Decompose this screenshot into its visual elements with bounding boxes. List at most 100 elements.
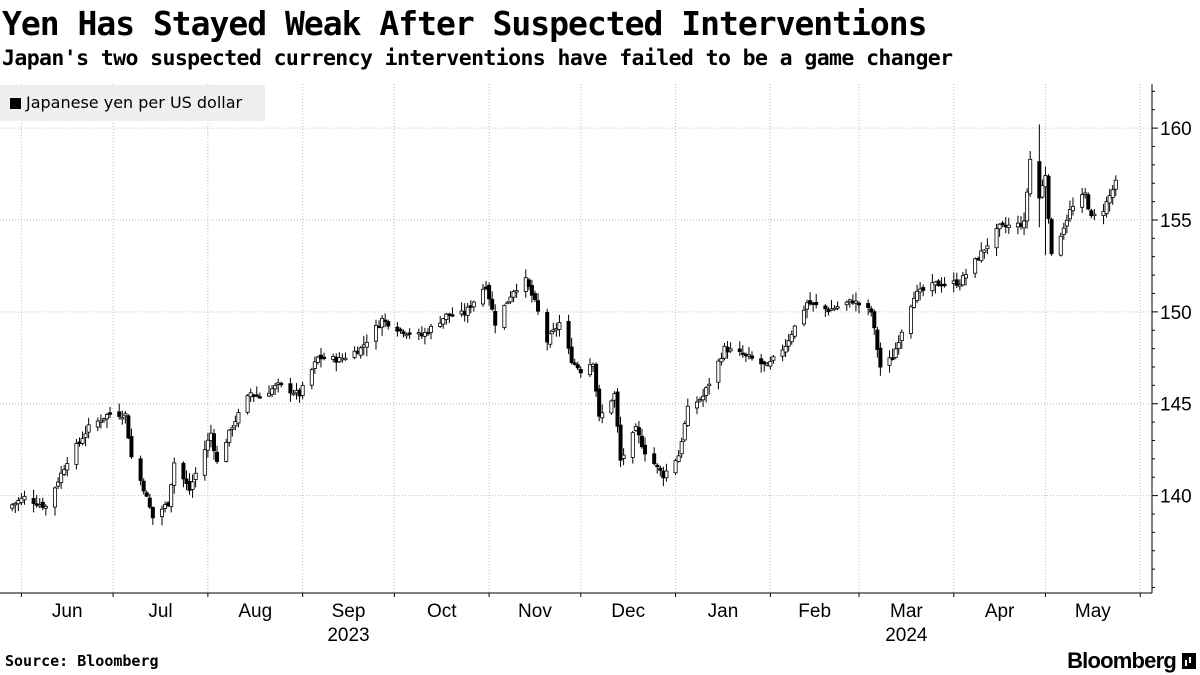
candle-body xyxy=(792,325,797,337)
candle-body xyxy=(682,423,687,441)
brand-logo: Bloomberg xyxy=(1067,648,1196,674)
candle-body xyxy=(869,308,874,313)
candle-body xyxy=(973,258,978,274)
candle-body xyxy=(823,305,828,310)
candle-body xyxy=(279,382,284,386)
chart-subtitle: Japan's two suspected currency intervent… xyxy=(2,46,953,71)
candle-body xyxy=(832,307,837,311)
candle-body xyxy=(120,417,125,420)
candle-body xyxy=(233,421,238,427)
candle-body xyxy=(181,462,186,480)
candle-body xyxy=(352,350,357,358)
candle-body xyxy=(737,348,742,352)
candle-body xyxy=(636,427,641,436)
candle-body xyxy=(1089,210,1094,217)
candle-body xyxy=(117,411,122,417)
x-tick-label: Nov xyxy=(518,601,552,622)
candle-body xyxy=(169,484,174,507)
candle-body xyxy=(480,288,485,305)
candle-body xyxy=(676,455,681,463)
candle-body xyxy=(1046,175,1051,219)
candle-body xyxy=(630,432,635,458)
candle-body xyxy=(288,383,293,394)
candle-body xyxy=(398,328,403,332)
candles xyxy=(10,124,1118,526)
candle-body xyxy=(511,290,516,298)
candle-body xyxy=(505,301,510,305)
candle-body xyxy=(878,347,883,368)
candle-body xyxy=(10,504,15,509)
x-tick-label: Aug xyxy=(238,601,272,622)
candle-body xyxy=(982,249,987,253)
candle-body xyxy=(532,293,537,301)
y-tick-label: 145 xyxy=(1160,395,1192,416)
brand-name: Bloomberg xyxy=(1067,648,1177,673)
x-year-label: 2023 xyxy=(327,625,369,646)
candle-body xyxy=(762,361,767,365)
candle-body xyxy=(62,469,67,475)
chart-title: Yen Has Stayed Weak After Suspected Inte… xyxy=(2,4,928,43)
candle-body xyxy=(291,392,296,396)
source-note: Source: Bloomberg xyxy=(5,652,159,670)
candle-body xyxy=(578,369,583,374)
candle-body xyxy=(1070,206,1075,212)
candle-body xyxy=(315,356,320,363)
candle-body xyxy=(1006,224,1011,228)
candle-body xyxy=(908,306,913,334)
candle-body xyxy=(1104,201,1109,215)
candle-body xyxy=(364,341,369,348)
x-tick-label: Sep xyxy=(332,601,366,622)
candle-body xyxy=(1040,184,1045,198)
candle-body xyxy=(835,306,840,309)
legend-label: Japanese yen per US dollar xyxy=(26,93,243,112)
candle-body xyxy=(19,497,24,503)
candle-body xyxy=(575,364,580,369)
candle-body xyxy=(921,287,926,291)
candle-body xyxy=(101,418,106,421)
candle-body xyxy=(22,495,27,501)
candle-body xyxy=(985,245,990,250)
candle-body xyxy=(1058,235,1063,256)
candle-body xyxy=(493,310,498,326)
candle-body xyxy=(508,296,513,303)
grid-lines xyxy=(0,84,1152,593)
candle-body xyxy=(236,412,241,424)
candle-body xyxy=(358,347,363,356)
y-tick-label: 140 xyxy=(1160,487,1192,508)
candle-body xyxy=(1049,219,1054,255)
candle-body xyxy=(899,331,904,341)
candle-body xyxy=(40,501,45,508)
candle-body xyxy=(719,358,724,363)
x-tick-label: Feb xyxy=(798,601,831,622)
candle-body xyxy=(548,333,553,345)
candle-body xyxy=(673,460,678,474)
candle-body xyxy=(190,481,195,490)
candle-body xyxy=(805,302,810,310)
candle-body xyxy=(912,298,917,308)
candle-body xyxy=(930,282,935,292)
candle-body xyxy=(587,364,592,376)
candle-body xyxy=(160,508,165,518)
candle-body xyxy=(312,361,317,369)
candle-body xyxy=(138,458,143,481)
candle-body xyxy=(471,301,476,308)
candle-body xyxy=(783,345,788,353)
candle-body xyxy=(126,415,131,439)
candle-body xyxy=(401,331,406,335)
x-tick-label: Jul xyxy=(148,601,172,622)
candle-body xyxy=(915,290,920,301)
candle-body xyxy=(227,429,232,443)
candle-body xyxy=(856,302,861,306)
candle-body xyxy=(597,388,602,417)
candle-body xyxy=(309,369,314,386)
candle-body xyxy=(994,228,999,249)
candle-body xyxy=(1064,219,1069,227)
candle-body xyxy=(768,361,773,367)
x-year-label: 2024 xyxy=(885,625,928,646)
candle-body xyxy=(429,325,434,333)
candle-body xyxy=(615,391,620,427)
candle-body xyxy=(373,324,378,342)
candle-body xyxy=(147,497,152,508)
candle-body xyxy=(716,360,721,383)
